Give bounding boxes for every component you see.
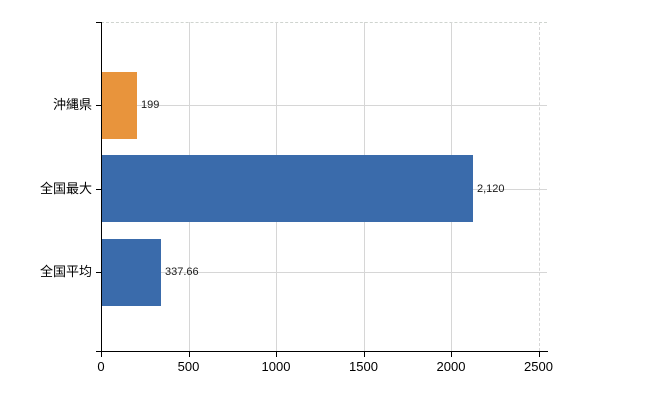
x-gridline <box>538 22 540 351</box>
value-label: 199 <box>141 99 160 111</box>
y-axis-tick <box>96 272 101 273</box>
category-label: 全国最大 <box>39 180 92 196</box>
y-gridline <box>101 105 547 106</box>
x-axis-tick <box>276 352 277 357</box>
category-label: 沖縄県 <box>52 97 92 112</box>
x-tick-label: 1000 <box>261 359 291 374</box>
y-gridline <box>101 272 547 273</box>
x-tick-label: 1500 <box>349 359 378 374</box>
category-label: 全国平均 <box>39 264 92 279</box>
value-label: 2,120 <box>477 182 505 195</box>
x-axis-tick <box>188 352 190 357</box>
plot-top-border <box>101 22 547 23</box>
x-tick-label: 500 <box>177 359 200 374</box>
x-axis-tick <box>363 352 365 357</box>
x-axis <box>96 351 548 352</box>
value-label: 337.66 <box>165 266 199 278</box>
y-axis-tick <box>96 188 101 190</box>
x-tick-label: 2000 <box>436 359 466 374</box>
bar-3 <box>102 238 161 306</box>
bar-1 <box>102 71 137 139</box>
x-axis-tick <box>451 352 452 357</box>
x-axis-tick <box>538 352 540 357</box>
x-tick-label: 2500 <box>524 359 553 374</box>
x-tick-label: 0 <box>97 359 105 374</box>
y-axis-tick <box>96 105 101 106</box>
y-axis <box>101 22 102 356</box>
y-axis-tick <box>96 22 101 23</box>
bar-2 <box>102 155 473 222</box>
